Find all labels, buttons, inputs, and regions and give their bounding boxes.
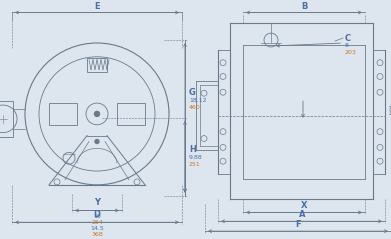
Text: 203: 203 bbox=[345, 50, 357, 55]
Text: D: D bbox=[93, 210, 100, 219]
Text: E: E bbox=[94, 1, 100, 11]
Text: F: F bbox=[295, 220, 301, 229]
Text: 9.88: 9.88 bbox=[189, 155, 203, 160]
Text: Y: Y bbox=[94, 198, 100, 207]
Bar bbox=[0, 101, 13, 136]
Text: 251: 251 bbox=[189, 162, 201, 167]
Bar bbox=[49, 103, 77, 125]
Text: 460: 460 bbox=[189, 104, 201, 109]
Text: 368: 368 bbox=[91, 232, 103, 237]
Text: 14.5: 14.5 bbox=[90, 226, 104, 231]
Text: 18.12: 18.12 bbox=[189, 98, 206, 103]
Text: A: A bbox=[299, 210, 305, 219]
Bar bbox=[117, 103, 145, 125]
Text: C: C bbox=[345, 34, 351, 43]
Text: X: X bbox=[301, 201, 307, 210]
Text: 10: 10 bbox=[93, 214, 101, 219]
Bar bbox=[87, 58, 107, 71]
Text: 254: 254 bbox=[91, 220, 103, 225]
Text: H: H bbox=[189, 145, 196, 154]
Text: 8: 8 bbox=[345, 43, 349, 49]
Text: G: G bbox=[189, 88, 196, 97]
Text: B: B bbox=[301, 1, 307, 11]
Circle shape bbox=[95, 140, 99, 143]
Circle shape bbox=[95, 111, 99, 116]
